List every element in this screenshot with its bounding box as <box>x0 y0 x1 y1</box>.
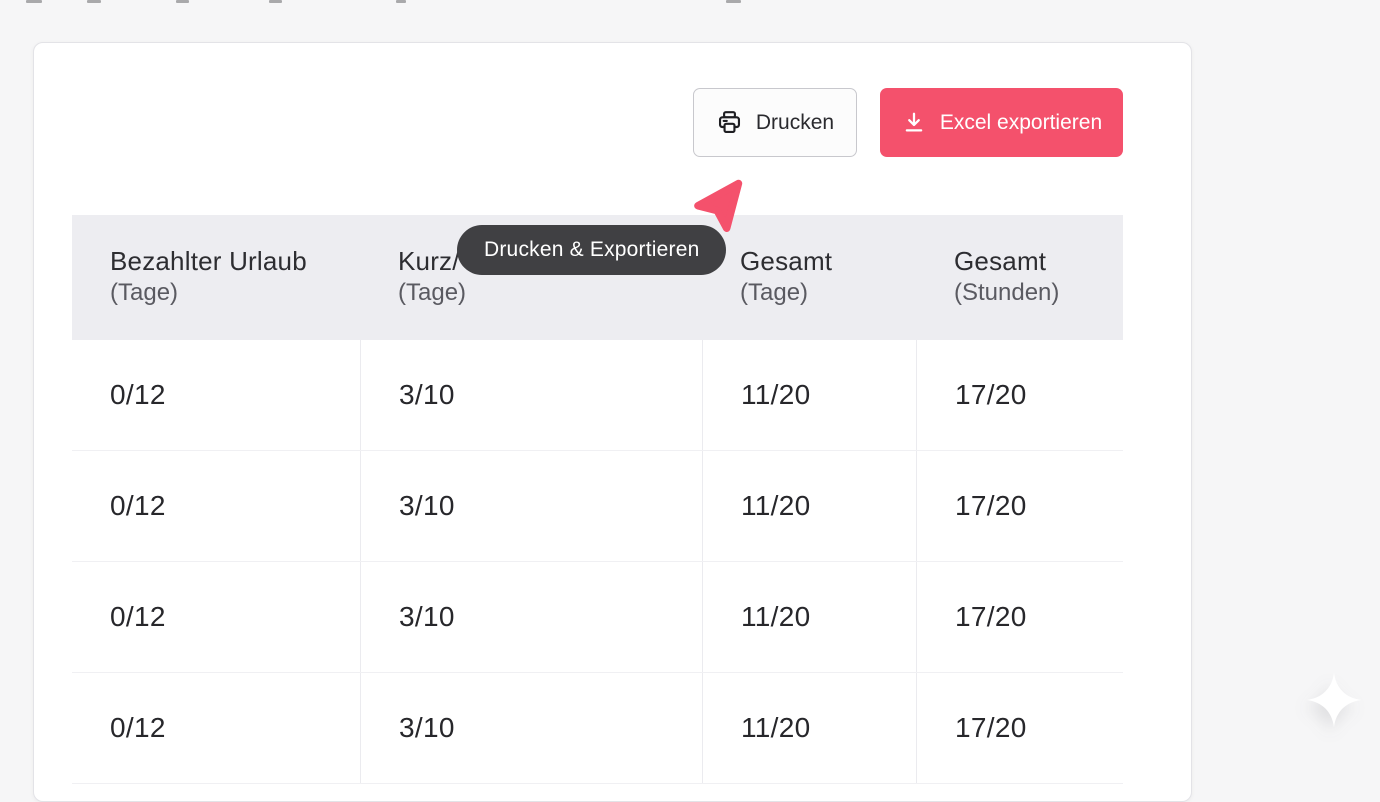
column-title: Gesamt <box>954 246 1047 276</box>
tooltip-label: Drucken & Exportieren <box>484 238 700 261</box>
tooltip: Drucken & Exportieren <box>457 225 727 275</box>
table-row: 0/12 3/10 11/20 17/20 <box>72 451 1123 562</box>
table-cell: 17/20 <box>916 451 1123 561</box>
table-cell: 3/10 <box>360 673 702 783</box>
column-subtitle: (Tage) <box>398 279 467 307</box>
table-cell: 3/10 <box>360 562 702 672</box>
table-cell: 17/20 <box>916 340 1123 450</box>
print-button-label: Drucken <box>755 110 835 134</box>
table-cell: 0/12 <box>110 379 166 410</box>
download-icon <box>901 110 927 136</box>
table-cell: 0/12 <box>110 601 166 632</box>
table-cell: 3/10 <box>360 451 702 561</box>
table-body: 0/12 3/10 11/20 17/20 0/12 3/10 11/20 17/20 0/12… <box>72 340 1123 784</box>
column-title: Bezahlter Urlaub <box>110 246 307 276</box>
column-header-1: Kurz/ (Tage) <box>360 215 702 340</box>
column-title: Kurz/ <box>398 246 460 276</box>
sparkle-icon <box>1305 671 1363 734</box>
excel-export-button[interactable]: Excel exportieren <box>880 88 1123 157</box>
table-cell: 11/20 <box>702 562 916 672</box>
column-title: Gesamt <box>740 246 833 276</box>
clipped-text-fragment <box>269 0 282 3</box>
table-cell: 11/20 <box>702 451 916 561</box>
table-cell: 11/20 <box>702 673 916 783</box>
table-row: 0/12 3/10 11/20 17/20 <box>72 673 1123 784</box>
table-cell: 17/20 <box>916 673 1123 783</box>
column-header-3: Gesamt (Stunden) <box>916 215 1123 340</box>
clipped-text-fragment <box>87 0 101 3</box>
printer-icon <box>716 109 743 136</box>
column-subtitle: (Stunden) <box>954 279 1060 307</box>
column-subtitle: (Tage) <box>740 279 809 307</box>
print-button[interactable]: Drucken <box>693 88 857 157</box>
clipped-text-fragment <box>26 0 42 3</box>
clipped-text-fragment <box>396 0 406 3</box>
table-cell: 11/20 <box>702 340 916 450</box>
table-cell: 3/10 <box>360 340 702 450</box>
cursor-pointer-icon <box>694 172 754 237</box>
clipped-text-fragment <box>176 0 189 3</box>
table-cell: 0/12 <box>110 490 166 521</box>
excel-export-button-label: Excel exportieren <box>939 110 1103 134</box>
column-header-2: Gesamt (Tage) <box>702 215 916 340</box>
table-row: 0/12 3/10 11/20 17/20 <box>72 562 1123 673</box>
table-row: 0/12 3/10 11/20 17/20 <box>72 340 1123 451</box>
table-cell: 0/12 <box>110 712 166 743</box>
absence-summary-table: Bezahlter Urlaub (Tage) Kurz/ (Tage) Gesamt (… <box>72 215 1123 784</box>
clipped-text-fragment <box>726 0 741 3</box>
column-subtitle: (Tage) <box>110 279 179 307</box>
table-cell: 17/20 <box>916 562 1123 672</box>
column-header-0: Bezahlter Urlaub (Tage) <box>72 215 360 340</box>
